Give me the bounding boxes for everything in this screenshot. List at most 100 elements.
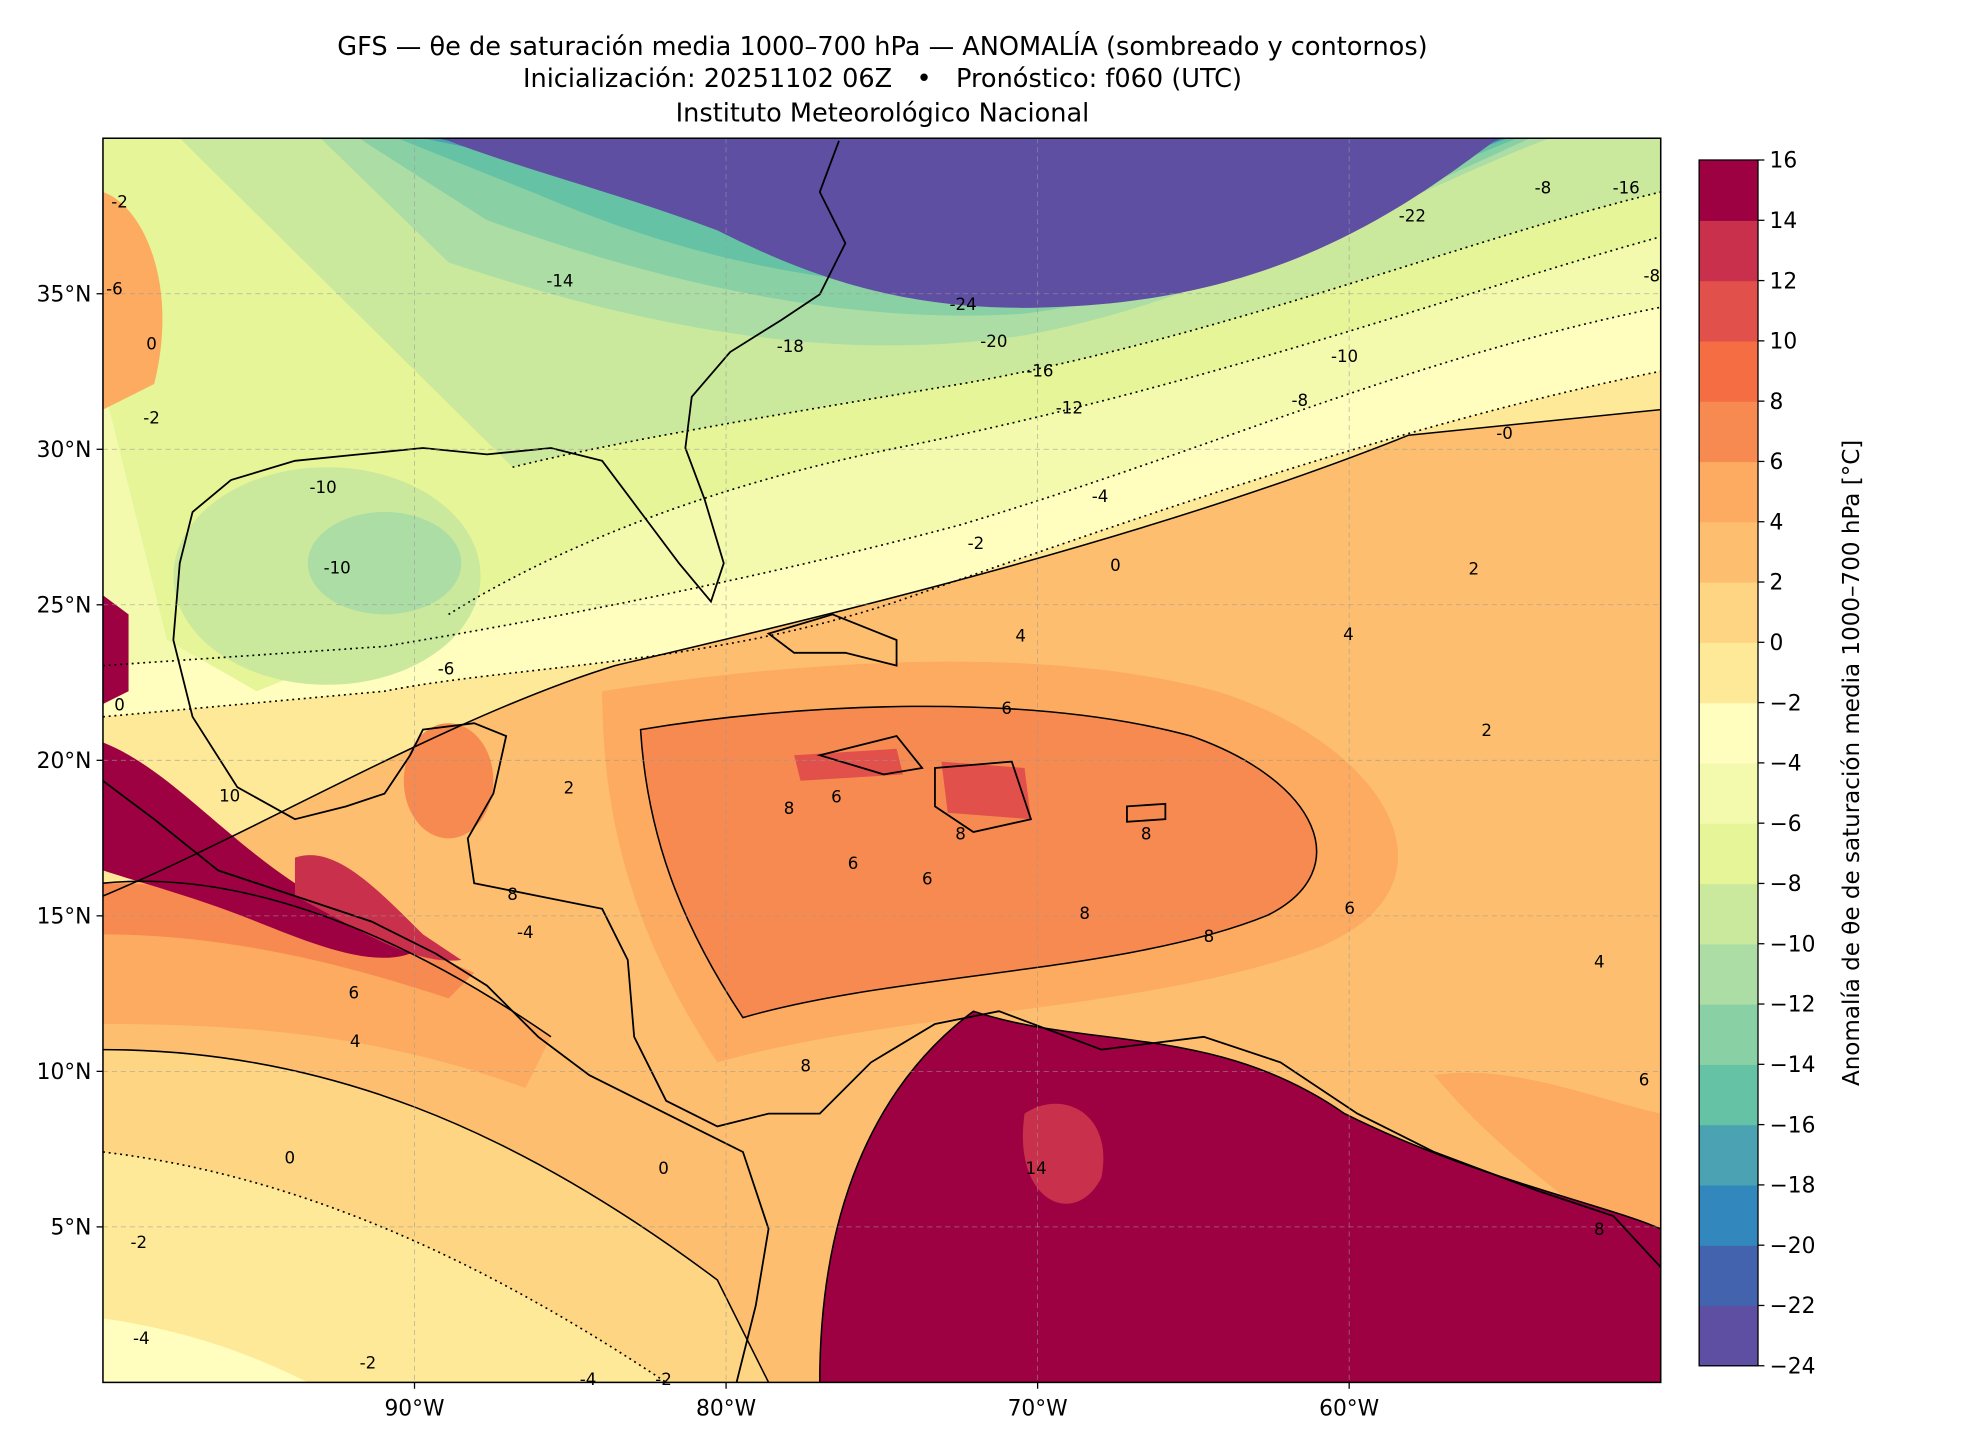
colorbar: −24−22−20−18−16−14−12−10−8−6−4−202468101… [1698, 149, 1816, 1379]
contour-label: 6 [1001, 699, 1012, 718]
map-frame [102, 137, 1662, 1384]
contour-label: -2 [968, 534, 985, 553]
contour-label: 2 [1469, 560, 1480, 579]
y-tick-label: 10°N [37, 1060, 92, 1085]
colorbar-tick-label: −14 [1770, 1053, 1816, 1078]
colorbar-swatch [1699, 1245, 1758, 1307]
colorbar-tick-label: 6 [1770, 450, 1784, 475]
colorbar-swatch [1699, 702, 1758, 764]
contour-label: 8 [507, 885, 518, 904]
contour-label: -8 [1643, 267, 1660, 286]
colorbar-tick-label: 2 [1770, 571, 1784, 596]
colorbar-tick-label: −16 [1770, 1113, 1816, 1138]
y-tick-label: 30°N [37, 438, 92, 463]
contour-label: -4 [580, 1370, 597, 1389]
colorbar-swatch [1699, 1124, 1758, 1186]
x-tick-label: 60°W [1319, 1397, 1379, 1422]
contour-label: 8 [955, 825, 966, 844]
contour-label: 4 [350, 1032, 361, 1051]
x-tick-label: 70°W [1008, 1397, 1068, 1422]
contour-label: -16 [1026, 361, 1053, 380]
contour-label: 0 [285, 1149, 296, 1168]
shaded-region [294, 855, 462, 961]
shaded-region [102, 883, 475, 999]
colorbar-swatch [1699, 521, 1758, 583]
contour-label: -10 [310, 478, 337, 497]
x-tick-label: 80°W [696, 1397, 756, 1422]
y-tick-label: 35°N [37, 282, 92, 307]
contour-label: 0 [114, 695, 125, 714]
colorbar-swatch [1699, 883, 1758, 945]
colorbar-tick-label: −24 [1770, 1354, 1816, 1379]
contour-label: 4 [1594, 953, 1605, 972]
contour-label: -6 [106, 279, 123, 298]
contour-label: -8 [1535, 178, 1552, 197]
shaded-region [1022, 1103, 1104, 1204]
shaded-region [102, 595, 129, 704]
colorbar-tick-label: −2 [1770, 691, 1802, 716]
contour-label: 10 [219, 786, 240, 805]
colorbar-swatch [1699, 943, 1758, 1005]
colorbar-swatch [1699, 280, 1758, 342]
colorbar-tick-label: 8 [1770, 390, 1784, 415]
anomaly-shading [102, 138, 1661, 1383]
contour-label: 14 [1026, 1159, 1047, 1178]
contour-label: 6 [831, 788, 842, 807]
colorbar-tick-label: −10 [1770, 932, 1816, 957]
contour-label: 0 [146, 334, 157, 353]
contour-label: -10 [1331, 347, 1358, 366]
shaded-region [307, 512, 462, 615]
colorbar-swatch [1699, 762, 1758, 824]
contour-label: 0 [1110, 556, 1121, 575]
colorbar-swatch [1699, 1004, 1758, 1065]
contour-label: -2 [360, 1353, 377, 1372]
contour-label: 6 [848, 854, 859, 873]
contour-labels: -24-22-20-18-16-16-14-12-10-10-10-8-8-8-… [106, 178, 1660, 1389]
contour-label: 8 [1594, 1220, 1605, 1239]
colorbar-tick-label: 14 [1770, 209, 1798, 234]
contour-label: 8 [800, 1056, 811, 1075]
contour-label: -14 [546, 272, 573, 291]
title: GFS — θe de saturación media 1000–700 hP… [337, 32, 1427, 62]
colorbar-swatch [1699, 642, 1758, 704]
subtitle: Inicialización: 20251102 06Z • Pronóstic… [523, 64, 1242, 94]
colorbar-tick-label: 10 [1770, 330, 1798, 355]
contour-label: -2 [143, 409, 160, 428]
colorbar-swatch [1699, 1184, 1758, 1246]
contour-label: -24 [950, 295, 977, 314]
colorbar-tick-label: 16 [1770, 149, 1798, 174]
contour-label: -4 [133, 1329, 150, 1348]
contour-label: -6 [438, 660, 455, 679]
colorbar-tick-label: 4 [1770, 510, 1784, 535]
colorbar-tick-label: −8 [1770, 872, 1802, 897]
colorbar-tick-label: −22 [1770, 1294, 1816, 1319]
shaded-region [102, 1152, 667, 1383]
y-tick-label: 20°N [37, 749, 92, 774]
colorbar-swatch [1699, 1305, 1758, 1367]
contour-label: 8 [1204, 927, 1215, 946]
contour-label: -18 [777, 337, 804, 356]
colorbar-swatch [1699, 160, 1758, 221]
contour-label: -2 [111, 192, 128, 211]
colorbar-tick-label: −18 [1770, 1174, 1816, 1199]
contour-label: -10 [324, 558, 351, 577]
shaded-region [819, 1011, 1661, 1383]
colorbar-tick-label: −6 [1770, 812, 1802, 837]
colorbar-swatch [1699, 340, 1758, 402]
contour-label: -12 [1056, 398, 1083, 417]
y-tick-label: 15°N [37, 905, 92, 930]
contour-label: -2 [655, 1370, 672, 1389]
colorbar-tick-label: 12 [1770, 269, 1798, 294]
contour-label: -8 [1291, 391, 1308, 410]
shaded-region [102, 1318, 308, 1383]
contour-label: 2 [564, 779, 575, 798]
x-tick-label: 90°W [384, 1397, 444, 1422]
y-tick-label: 5°N [50, 1216, 91, 1241]
colorbar-swatch [1699, 401, 1758, 463]
contour-label: 6 [1344, 899, 1355, 918]
shaded-region [442, 138, 1499, 308]
contour-label: -20 [980, 332, 1007, 351]
colorbar-swatch [1699, 220, 1758, 282]
contour-label: -16 [1613, 178, 1640, 197]
